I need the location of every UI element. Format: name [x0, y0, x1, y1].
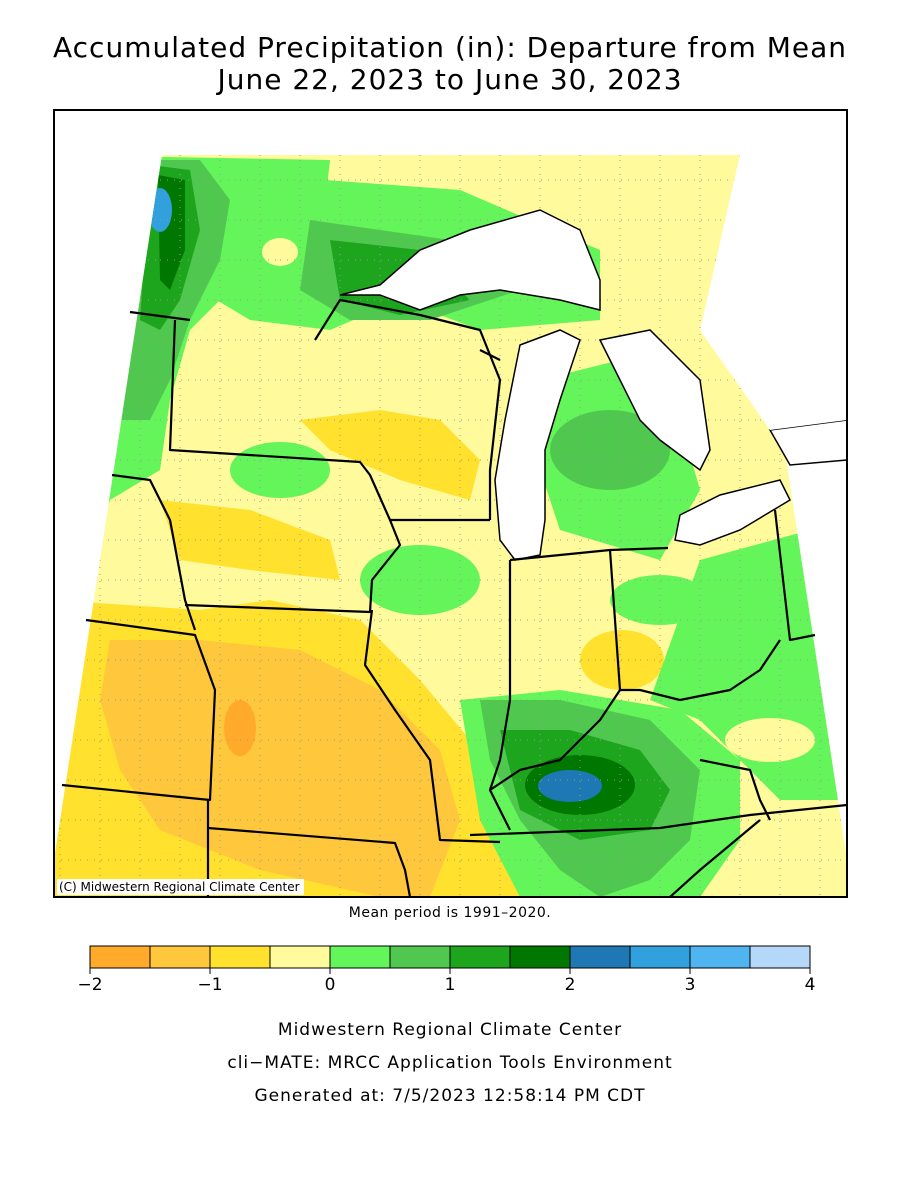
legend-bin-1 [149, 945, 211, 969]
legend-bin-3 [269, 945, 331, 969]
legend-tick-label: −1 [197, 975, 222, 995]
state-boundaries [61, 298, 847, 897]
lake-erie [674, 479, 791, 546]
legend-bin-2 [209, 945, 271, 969]
legend-bin-11 [749, 945, 811, 969]
lake-superior [339, 209, 601, 311]
legend-bin-0 [89, 945, 151, 969]
map-frame [53, 109, 848, 898]
map-date-range: June 22, 2023 to June 30, 2023 [217, 63, 683, 96]
map-title: Accumulated Precipitation (in): Departur… [53, 31, 847, 64]
legend-tick-label: 3 [685, 975, 696, 995]
credit-organization: Midwestern Regional Climate Center [277, 1020, 623, 1040]
legend-bin-4 [329, 945, 391, 969]
credit-tool: cli−MATE: MRCC Application Tools Environ… [227, 1053, 673, 1073]
great-lakes [339, 209, 847, 561]
lake-michigan [494, 329, 581, 561]
legend-bin-8 [569, 945, 631, 969]
mean-period-note: Mean period is 1991–2020. [348, 905, 552, 921]
legend-colorbar: −2 −1 0 1 2 3 4 [77, 945, 816, 995]
legend-bin-10 [689, 945, 751, 969]
legend-tick-label: 4 [805, 975, 816, 995]
lake-ontario [768, 419, 847, 466]
legend-bin-7 [509, 945, 571, 969]
lake-huron [598, 329, 711, 472]
legend-bin-5 [389, 945, 451, 969]
legend-tick-label: 1 [445, 975, 456, 995]
legend-tick-label: 2 [565, 975, 576, 995]
legend-bin-9 [629, 945, 691, 969]
credit-generated: Generated at: 7/5/2023 12:58:14 PM CDT [254, 1086, 646, 1106]
copyright-label: (C) Midwestern Regional Climate Center [57, 879, 304, 895]
legend-tick-label: 0 [325, 975, 336, 995]
legend-tick-label: −2 [77, 975, 102, 995]
legend-bin-6 [449, 945, 511, 969]
